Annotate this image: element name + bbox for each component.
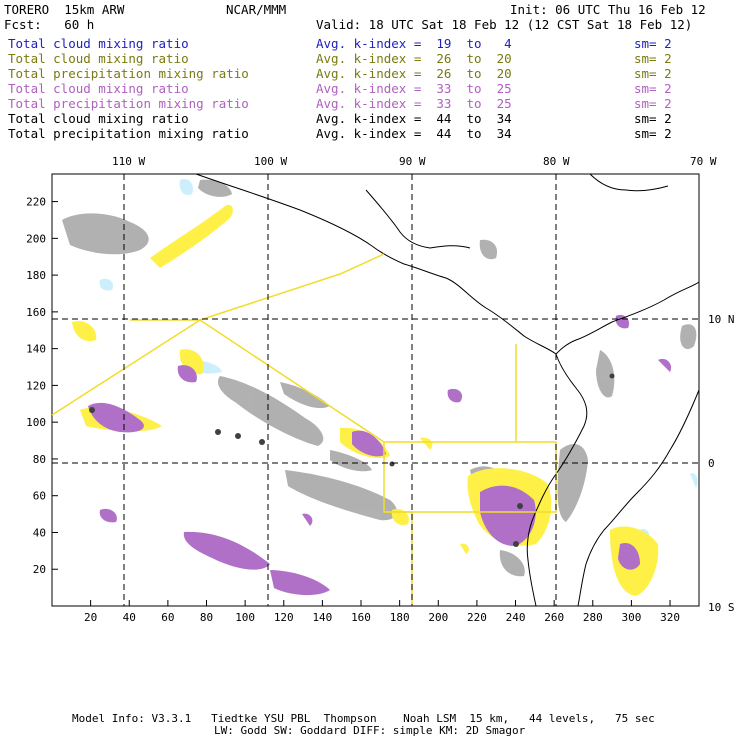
legend-kindex: Avg. k-index = 19 to 4 [316, 36, 512, 51]
x-tick-label: 260 [544, 611, 564, 624]
lon-label: 70 W [690, 155, 717, 168]
y-tick-label: 80 [33, 453, 46, 466]
y-tick-label: 200 [26, 232, 46, 245]
model-name: TORERO 15km ARW [4, 2, 125, 17]
legend-sm: sm= 2 [634, 81, 672, 96]
lat-label: 0 [708, 457, 715, 470]
org-name: NCAR/MMM [226, 2, 287, 17]
valid-time: Valid: 18 UTC Sat 18 Feb 12 (12 CST Sat … [316, 17, 693, 32]
init-time: Init: 06 UTC Thu 16 Feb 12 [510, 2, 706, 17]
lon-label: 110 W [112, 155, 145, 168]
y-tick-label: 100 [26, 416, 46, 429]
x-tick-label: 120 [274, 611, 294, 624]
core-regions [89, 373, 615, 547]
legend-kindex: Avg. k-index = 26 to 20 [316, 51, 512, 66]
map-frame [51, 173, 700, 607]
lon-label: 100 W [254, 155, 287, 168]
legend-field: Total cloud mixing ratio [8, 81, 189, 96]
lon-label: 90 W [399, 155, 426, 168]
x-tick-label: 140 [312, 611, 332, 624]
lat-label: 10 S [708, 601, 735, 614]
forecast-map: 110 W 100 W 90 W 80 W 70 W [26, 155, 735, 624]
x-tick-label: 280 [583, 611, 603, 624]
y-tick-label: 180 [26, 269, 46, 282]
legend-sm: sm= 2 [634, 96, 672, 111]
x-tick-label: 160 [351, 611, 371, 624]
legend-field: Total cloud mixing ratio [8, 51, 189, 66]
legend-kindex: Avg. k-index = 44 to 34 [316, 111, 512, 126]
forecast-hour: Fcst: 60 h [4, 17, 95, 32]
y-tick-label: 120 [26, 379, 46, 392]
model-info: Model Info: V3.3.1 Tiedtke YSU PBL Thomp… [72, 712, 655, 725]
legend-sm: sm= 2 [634, 36, 672, 51]
legend-sm: sm= 2 [634, 111, 672, 126]
x-tick-label: 240 [506, 611, 526, 624]
y-tick-label: 20 [33, 563, 46, 576]
legend-sm: sm= 2 [634, 66, 672, 81]
y-tick-label: 160 [26, 306, 46, 319]
y-tick-label: 40 [33, 526, 46, 539]
y-tick-label: 140 [26, 343, 46, 356]
physics-info: LW: Godd SW: Goddard DIFF: simple KM: 2D… [214, 724, 526, 737]
legend-kindex: Avg. k-index = 44 to 34 [316, 126, 512, 141]
x-tick-label: 300 [621, 611, 641, 624]
legend-field: Total precipitation mixing ratio [8, 66, 249, 81]
x-tick-label: 40 [123, 611, 136, 624]
lat-lon-grid [52, 174, 699, 606]
x-tick-label: 320 [660, 611, 680, 624]
purple-regions [88, 314, 672, 596]
x-tick-label: 20 [84, 611, 97, 624]
y-tick-label: 60 [33, 490, 46, 503]
legend-kindex: Avg. k-index = 26 to 20 [316, 66, 512, 81]
legend-field: Total precipitation mixing ratio [8, 96, 249, 111]
x-tick-label: 80 [200, 611, 213, 624]
legend-kindex: Avg. k-index = 33 to 25 [316, 96, 512, 111]
legend-field: Total cloud mixing ratio [8, 111, 189, 126]
legend-kindex: Avg. k-index = 33 to 25 [316, 81, 512, 96]
x-axis: 20 40 60 80 100 120 140 160 180 200 220 240 260 280 30… [84, 600, 680, 624]
x-tick-label: 200 [428, 611, 448, 624]
legend-field: Total cloud mixing ratio [8, 36, 189, 51]
legend-field: Total precipitation mixing ratio [8, 126, 249, 141]
legend-sm: sm= 2 [634, 51, 672, 66]
y-tick-label: 220 [26, 196, 46, 209]
x-tick-label: 180 [390, 611, 410, 624]
x-tick-label: 220 [467, 611, 487, 624]
lon-label: 80 W [543, 155, 570, 168]
lat-label: 10 N [708, 313, 735, 326]
y-axis: 220 200 180 160 140 120 100 80 60 40 20 [26, 196, 58, 576]
coastlines [195, 173, 700, 607]
x-tick-label: 100 [235, 611, 255, 624]
x-tick-label: 60 [161, 611, 174, 624]
legend-sm: sm= 2 [634, 126, 672, 141]
